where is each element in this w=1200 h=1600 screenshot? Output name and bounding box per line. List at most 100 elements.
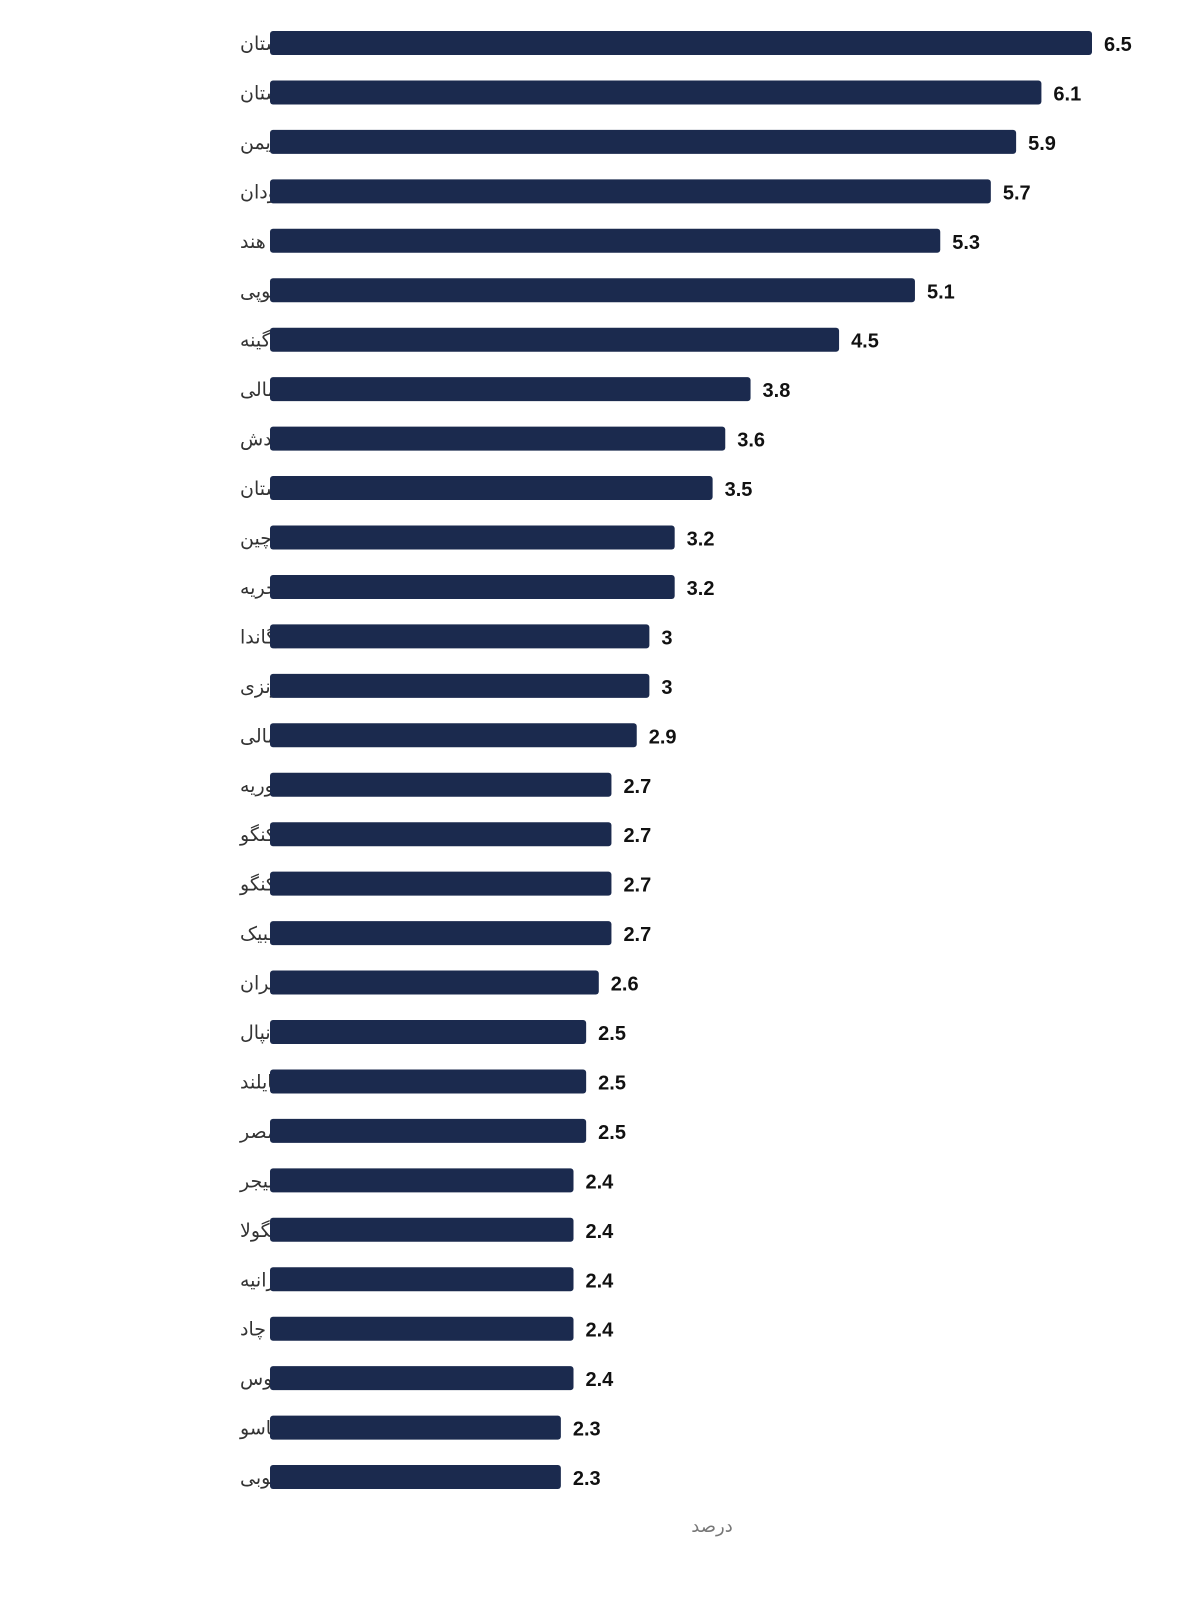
category-label: نیجر: [239, 1170, 274, 1192]
bar-row: اندونزی3: [240, 673, 673, 699]
bar-row: چین 3.2: [240, 525, 715, 551]
bar: [270, 525, 675, 550]
bar: [270, 673, 650, 698]
category-label: چاد: [240, 1319, 266, 1341]
bar: [270, 1267, 574, 1292]
bar: [270, 1316, 574, 1341]
bar-row: سومالی3.8: [240, 377, 790, 402]
bar-row: مصر 2.5: [239, 1118, 626, 1144]
value-label: 2.9: [649, 726, 677, 748]
category-label: هند: [240, 231, 266, 253]
category-label: کنگو: [239, 873, 276, 896]
bar: [270, 1020, 587, 1044]
category-label: چین: [240, 528, 272, 550]
bar-row: اتیوپی 5.1: [240, 278, 955, 303]
bar-row: افغانستان6.5: [240, 31, 1132, 56]
bar-row: بورکینافاسو2.3: [239, 1415, 601, 1441]
value-label: 3: [661, 627, 672, 649]
category-label: تایلند: [240, 1071, 278, 1093]
bar: [270, 476, 713, 501]
bar-row: نیجر 2.4: [239, 1168, 614, 1193]
bar: [270, 970, 599, 995]
value-label: 2.4: [586, 1270, 615, 1292]
value-label: 2.6: [611, 974, 639, 996]
bar: [270, 624, 650, 649]
bar-row: تانزانیه 2.4: [240, 1267, 614, 1292]
value-label: 2.5: [598, 1023, 626, 1045]
bar-row: تاجیکستان3.5: [240, 476, 752, 501]
value-label: 2.4: [586, 1171, 615, 1193]
bar: [270, 179, 991, 204]
bar: [270, 1366, 574, 1391]
value-label: 2.3: [573, 1468, 601, 1490]
bar-row: نپال 2.5: [240, 1020, 626, 1045]
value-label: 5.1: [927, 281, 955, 303]
category-label: گینه: [240, 329, 272, 352]
bar: [270, 1465, 561, 1490]
value-label: 2.4: [586, 1320, 615, 1342]
value-label: 2.4: [586, 1369, 615, 1391]
category-label: یمن: [240, 132, 271, 154]
bar-row: سودان 5.7: [240, 179, 1031, 204]
value-label: 2.5: [598, 1072, 626, 1094]
bar: [270, 80, 1042, 105]
value-label: 2.7: [623, 776, 651, 798]
bar-row: بنگلادش3.6: [240, 426, 765, 452]
bar-row: چاد 2.4: [240, 1316, 615, 1342]
value-label: 5.7: [1003, 182, 1031, 204]
bar-row: یمن 5.9: [240, 129, 1056, 155]
bar: [270, 1069, 587, 1094]
bar-row: کنگو 2.7: [239, 871, 651, 897]
value-label: 5.3: [952, 232, 980, 254]
bar-row: تایلند 2.5: [240, 1069, 626, 1094]
bar-row: گینه 4.5: [240, 327, 879, 353]
bar-row: لائوس 2.4: [240, 1366, 614, 1391]
value-label: 2.7: [623, 875, 651, 897]
value-label: 6.5: [1104, 34, 1132, 56]
bar-row: نیجریه 3.2: [240, 574, 715, 600]
bar: [270, 1415, 561, 1440]
bar-row: هند 5.3: [240, 228, 980, 254]
bar-row: موزامبیک2.7: [240, 921, 651, 946]
bar: [270, 1217, 574, 1242]
value-label: 3.2: [687, 578, 715, 600]
bar: [270, 129, 1017, 154]
value-label: 3.2: [687, 529, 715, 551]
value-label: 3.8: [763, 380, 791, 402]
bar-row: اوگاندا 3: [240, 624, 673, 649]
value-label: 2.7: [623, 825, 651, 847]
bar-row: انگولا 2.4: [240, 1217, 615, 1243]
bar: [270, 1168, 574, 1193]
bar: [270, 921, 612, 946]
bar-row: ایران 2.6: [240, 970, 639, 996]
category-label: نپال: [240, 1022, 271, 1044]
value-label: 6.1: [1053, 83, 1081, 105]
value-label: 3.5: [725, 479, 753, 501]
bar: [270, 723, 637, 748]
bar-row: سوریه 2.7: [240, 772, 651, 798]
bar: [270, 278, 915, 303]
bar: [270, 31, 1092, 55]
bar: [270, 228, 941, 253]
x-axis-label: درصد: [691, 1516, 732, 1537]
category-label: مالی: [240, 725, 278, 747]
category-label: مصر: [239, 1121, 277, 1143]
bar: [270, 1118, 587, 1143]
bar: [270, 327, 840, 352]
value-label: 4.5: [851, 331, 879, 353]
value-label: 3: [661, 677, 672, 699]
value-label: 2.7: [623, 924, 651, 946]
bar: [270, 426, 726, 451]
bar: [270, 377, 751, 402]
value-label: 2.4: [586, 1221, 615, 1243]
bar: [270, 871, 612, 896]
value-label: 5.9: [1028, 133, 1056, 155]
bar: [270, 822, 612, 847]
value-label: 2.3: [573, 1419, 601, 1441]
bar: [270, 772, 612, 797]
